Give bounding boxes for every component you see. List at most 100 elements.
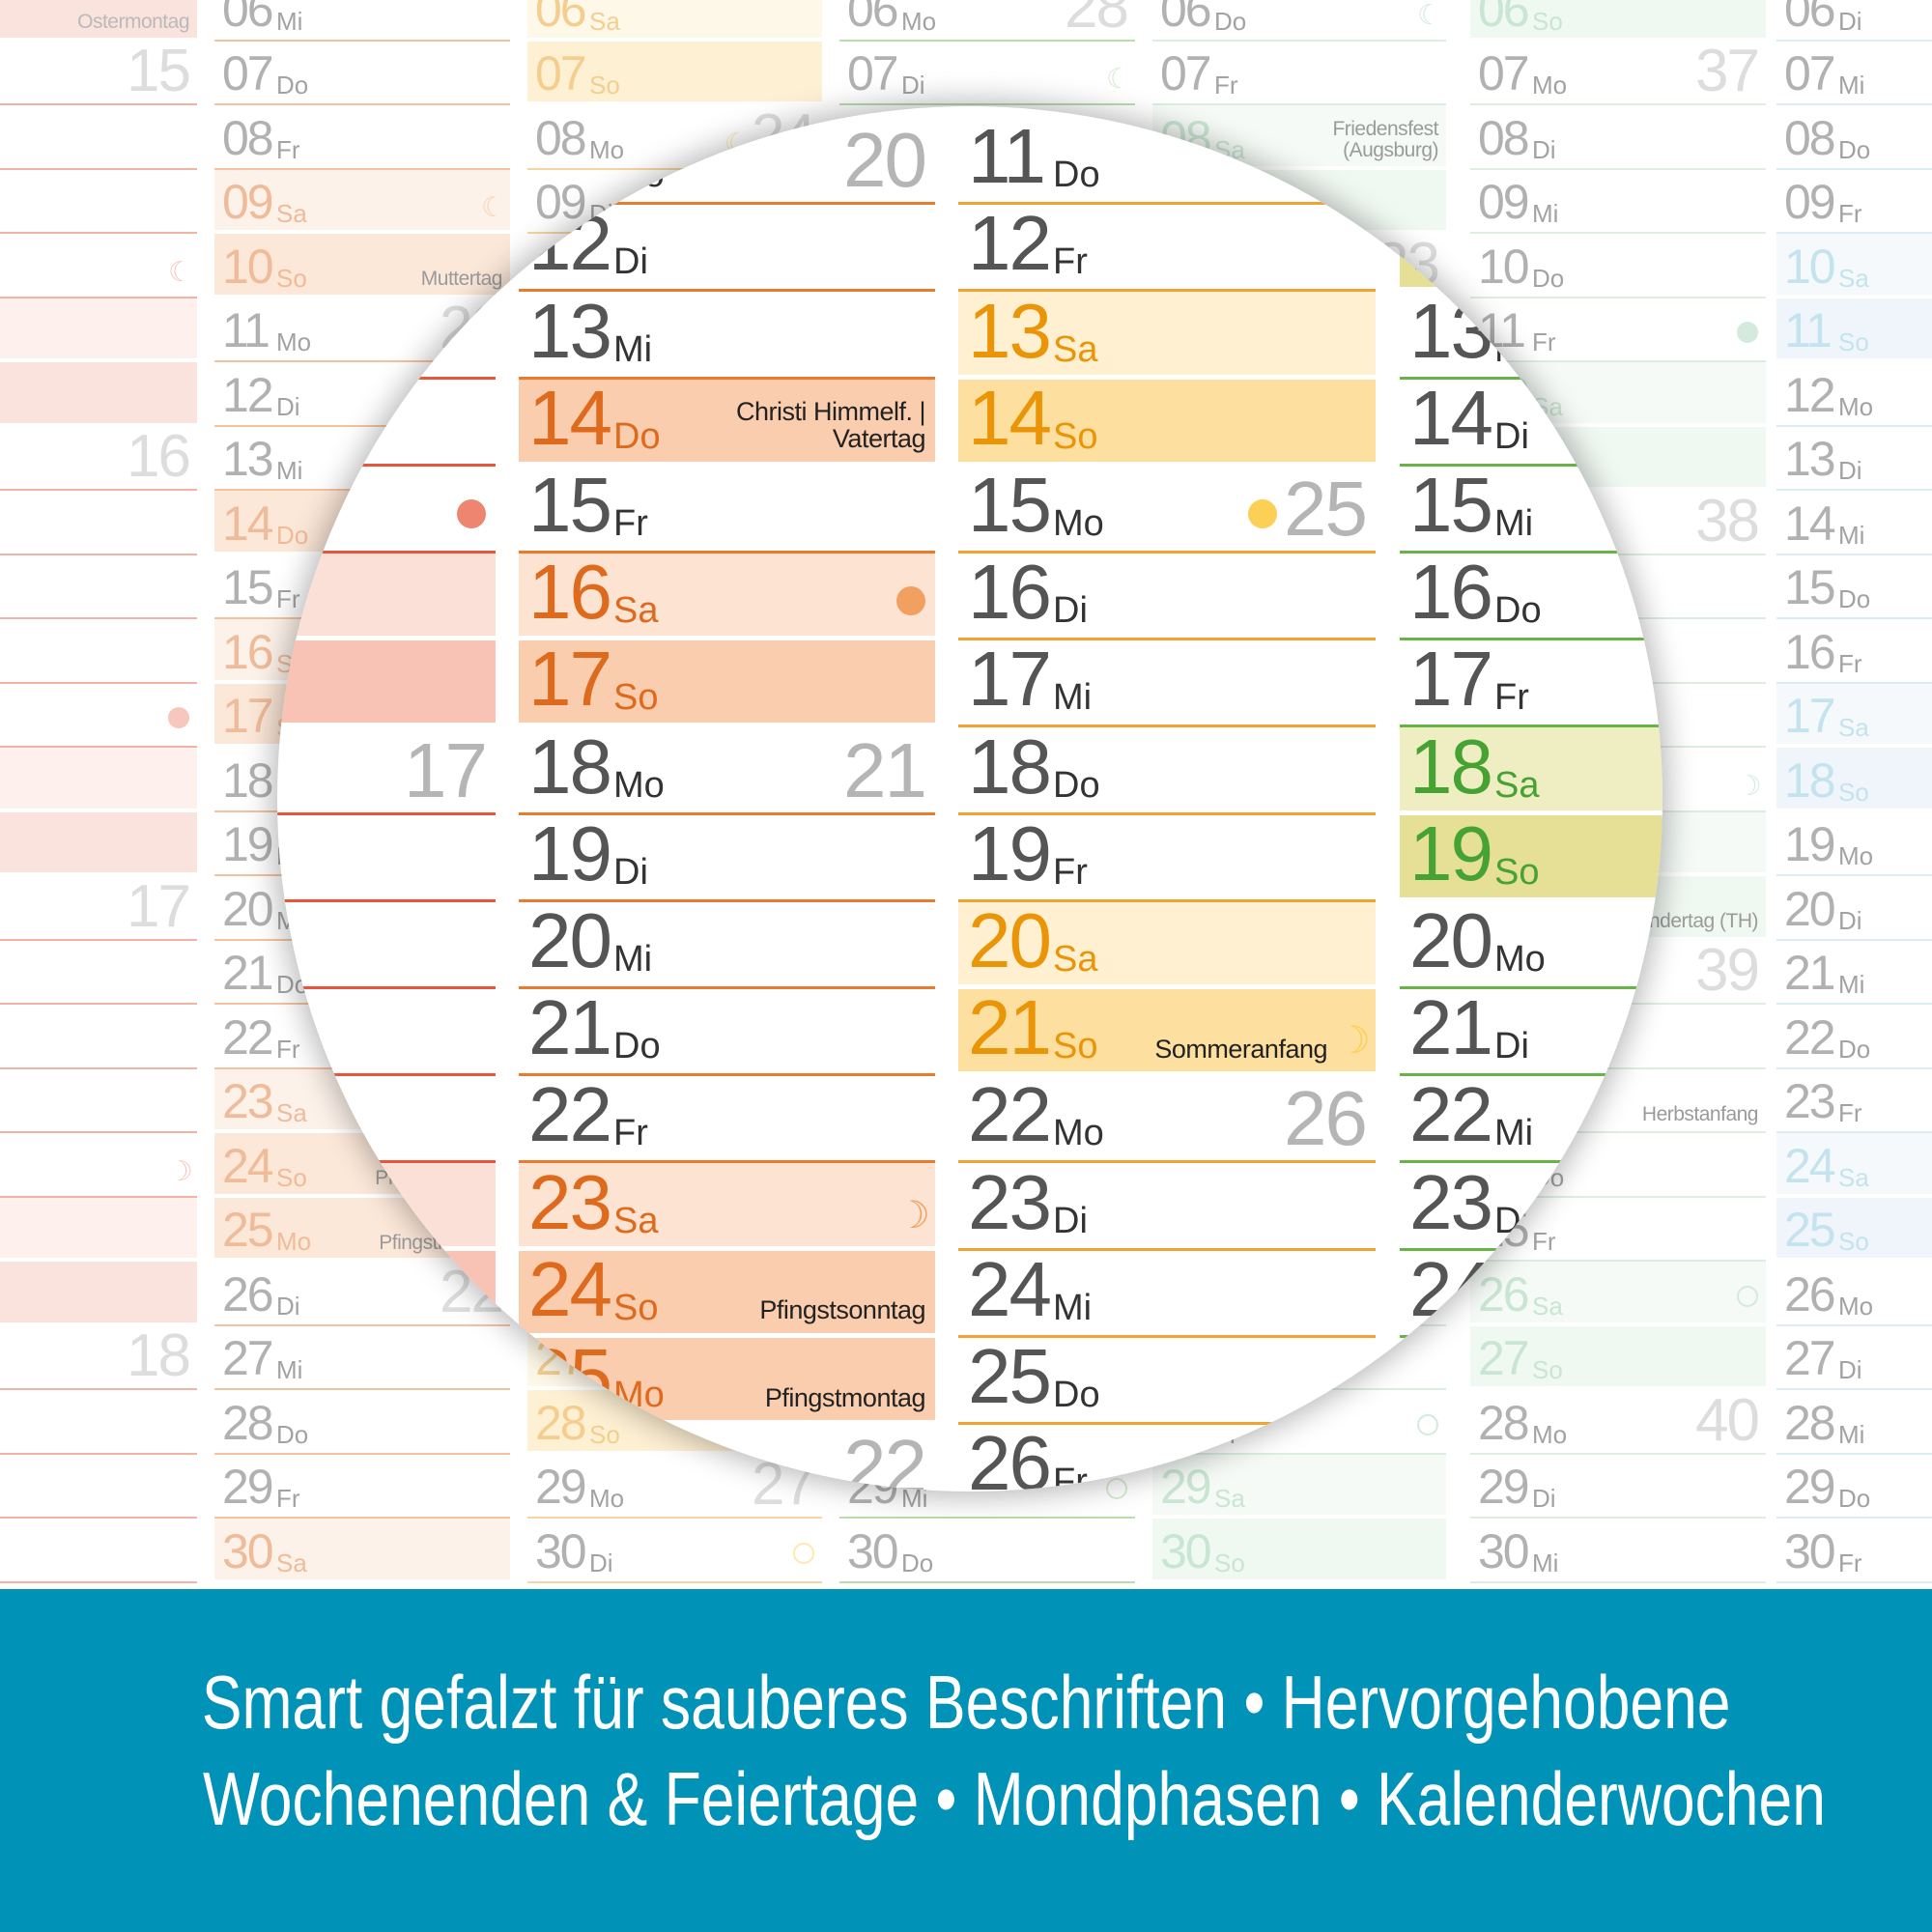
- day-row: 17 Sa: [1776, 683, 1932, 749]
- day-row: 06 So: [1470, 0, 1766, 42]
- weekday: Do: [1214, 6, 1247, 36]
- day-number: 24: [222, 1138, 274, 1193]
- week-number: 18: [127, 1322, 191, 1389]
- day-number: 18: [968, 723, 1052, 810]
- weekday: Fr: [1053, 242, 1088, 283]
- day-row: Ostermontag: [0, 0, 197, 42]
- day-row: 16: [0, 427, 197, 491]
- weekday: So: [589, 1419, 620, 1449]
- weekday: So: [1053, 1026, 1098, 1067]
- day-number: 08: [1784, 110, 1836, 165]
- holiday-label: Pfingstsonntag: [759, 1295, 925, 1325]
- day-row: 29 Sa: [1152, 1454, 1446, 1520]
- moon-first-quarter-icon: ☽: [1337, 1019, 1371, 1064]
- day-row: 08 Do: [1776, 105, 1932, 170]
- week-number: 38: [1695, 487, 1760, 554]
- weekday: Do: [1494, 590, 1542, 632]
- row-divider: [519, 550, 935, 554]
- weekday: Di: [1838, 6, 1862, 36]
- row-divider: [214, 1452, 510, 1455]
- weekend-shade: [1776, 234, 1932, 295]
- weekday: Do: [1838, 1484, 1871, 1513]
- row-divider: [1776, 39, 1932, 42]
- day-number: 07: [535, 46, 587, 100]
- weekday: Sa: [1838, 713, 1869, 742]
- holiday-label: Herbstanfang: [1641, 1102, 1759, 1125]
- weekday: Mo: [1494, 328, 1546, 370]
- day-number: 08: [535, 110, 587, 165]
- weekday: Di: [1532, 1484, 1556, 1513]
- day-row: 12 Di: [519, 205, 935, 293]
- day-row: [277, 1076, 496, 1164]
- weekend-shade: [0, 298, 197, 358]
- weekday: So: [1838, 1227, 1869, 1256]
- month-column-october: 06 Di 07 Mi 08 Do 09 Fr 10 Sa 11 So 12 Mo 13 Di 14 Mi 15 Do…: [1776, 0, 1932, 1583]
- weekday: Sa: [1214, 1484, 1245, 1513]
- day-row: 22 Fr: [519, 1076, 935, 1164]
- day-number: 20: [1784, 881, 1836, 936]
- row-divider: [839, 39, 1135, 42]
- day-number: 13: [1409, 287, 1493, 374]
- weekend-shade: [1400, 814, 1662, 897]
- weekend-shade: [519, 1250, 935, 1333]
- moon-new-icon: [168, 707, 189, 728]
- day-number: 13: [968, 287, 1052, 374]
- day-number: 16: [1409, 549, 1493, 636]
- day-row: 15 Do: [1776, 555, 1932, 619]
- day-number: 23: [528, 1158, 612, 1245]
- day-row: 10 Sa: [1776, 234, 1932, 298]
- row-divider: [0, 1452, 197, 1455]
- row-divider: [1400, 550, 1662, 554]
- day-number: 15: [528, 461, 612, 548]
- row-divider: [1470, 1066, 1766, 1069]
- day-number: 13: [222, 432, 274, 486]
- day-row: 15: [0, 42, 197, 105]
- day-row: [0, 941, 197, 1005]
- day-row: [0, 555, 197, 619]
- row-divider: [519, 202, 935, 206]
- weekday: Mo: [1838, 841, 1874, 870]
- weekday: Fr: [1838, 199, 1862, 228]
- day-row: [0, 1519, 197, 1583]
- weekday: Mi: [1494, 502, 1534, 544]
- day-row: 21 Mi: [1776, 941, 1932, 1005]
- row-divider: [1776, 1388, 1932, 1390]
- weekday: Do: [1053, 764, 1100, 806]
- weekend-shade: [277, 1250, 496, 1333]
- row-divider: [277, 289, 496, 293]
- weekday: Fr: [613, 502, 648, 544]
- row-divider: [519, 1160, 935, 1164]
- row-divider: [1400, 1334, 1662, 1338]
- weekday: Do: [1494, 1200, 1542, 1241]
- weekday: Sa: [276, 1548, 307, 1577]
- week-number: 26: [1284, 1075, 1368, 1162]
- moon-full-icon: [1106, 1478, 1127, 1499]
- weekday: So: [589, 71, 620, 99]
- day-number: 21: [1784, 946, 1836, 1000]
- weekday: Fr: [1838, 1098, 1862, 1127]
- row-divider: [1470, 296, 1766, 298]
- feature-banner: Smart gefalzt für sauberes Beschriften •…: [0, 1589, 1932, 1932]
- weekend-shade: [519, 554, 935, 637]
- day-row: 30 Mi: [1470, 1519, 1766, 1583]
- weekend-shade: [1152, 1519, 1446, 1579]
- row-divider: [1400, 985, 1662, 989]
- moon-last-quarter-icon: ☾: [1417, 0, 1442, 31]
- day-row: 18: [0, 1322, 197, 1390]
- day-number: 23: [1409, 1158, 1493, 1245]
- weekday: Do: [1838, 134, 1871, 164]
- holiday-label: Sommeranfang: [1154, 1034, 1327, 1064]
- day-row: 29 Do: [1776, 1455, 1932, 1519]
- weekday: Do: [1053, 1374, 1100, 1415]
- row-divider: [1152, 103, 1446, 105]
- day-row: [277, 902, 496, 989]
- day-number: 25: [528, 1332, 612, 1419]
- weekend-shade: [214, 169, 510, 230]
